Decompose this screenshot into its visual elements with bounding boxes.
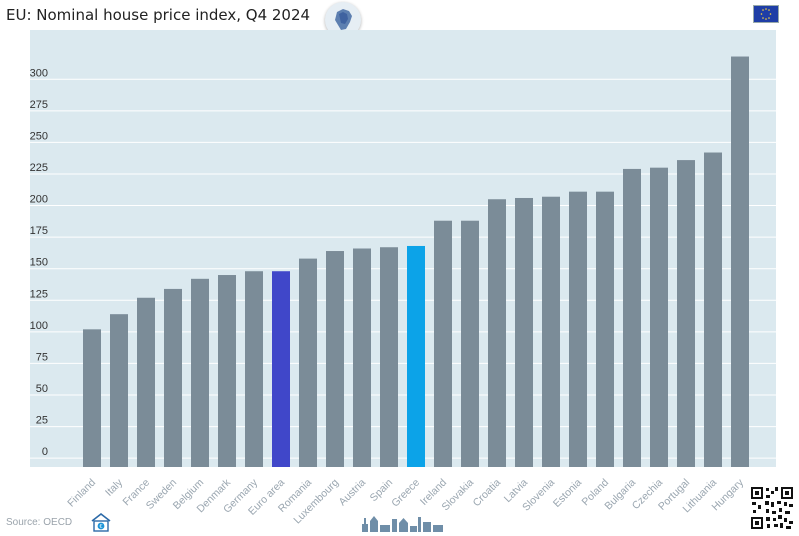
y-tick-label: 200 — [30, 194, 48, 206]
y-tick-label: 150 — [30, 257, 48, 269]
bar-lithuania[interactable] — [704, 152, 722, 467]
bar-denmark[interactable] — [218, 275, 236, 467]
x-tick-label: Croatia — [471, 477, 504, 510]
source-note: Source: OECD — [6, 517, 73, 528]
svg-text:€: € — [99, 524, 102, 530]
y-tick-label: 50 — [36, 383, 48, 395]
y-axis-ticks: 0 25 50 75 100 125 150 175 200 225 250 275 300 — [30, 67, 48, 458]
bar-estonia[interactable] — [569, 191, 587, 467]
bar-greece[interactable] — [407, 245, 425, 467]
x-tick-label: Austria — [337, 477, 369, 509]
bar-romania[interactable] — [299, 258, 317, 467]
bar-sweden[interactable] — [164, 288, 182, 467]
bar-spain[interactable] — [380, 247, 398, 467]
bar-slovakia[interactable] — [461, 220, 479, 467]
bar-france[interactable] — [137, 297, 155, 467]
bars — [83, 56, 749, 468]
bar-slovenia[interactable] — [542, 196, 560, 467]
bar-belgium[interactable] — [191, 278, 209, 467]
y-tick-label: 175 — [30, 225, 48, 237]
eu-flag-icon — [753, 5, 779, 23]
y-tick-label: 300 — [30, 67, 48, 79]
y-tick-label: 275 — [30, 99, 48, 111]
bar-latvia[interactable] — [515, 197, 533, 467]
y-tick-label: 75 — [36, 351, 48, 363]
y-tick-label: 125 — [30, 288, 48, 300]
bar-portugal[interactable] — [677, 160, 695, 467]
bar-finland[interactable] — [83, 329, 101, 467]
bar-ireland[interactable] — [434, 220, 452, 467]
y-tick-label: 225 — [30, 162, 48, 174]
chart-title: EU: Nominal house price index, Q4 2024 — [6, 6, 311, 24]
y-tick-label: 0 — [42, 446, 48, 458]
x-tick-label: Finland — [65, 477, 98, 510]
bar-italy[interactable] — [110, 314, 128, 467]
x-tick-label: Greece — [389, 477, 422, 510]
qr-code-icon[interactable] — [749, 485, 795, 535]
y-tick-label: 250 — [30, 130, 48, 142]
bar-poland[interactable] — [596, 191, 614, 467]
x-tick-label: Estonia — [551, 477, 584, 510]
bar-czechia[interactable] — [650, 167, 668, 467]
bar-euro-area[interactable] — [272, 271, 290, 467]
bar-germany[interactable] — [245, 271, 263, 467]
bar-croatia[interactable] — [488, 199, 506, 467]
bar-bulgaria[interactable] — [623, 168, 641, 467]
x-tick-label: Italy — [103, 476, 126, 499]
bar-hungary[interactable] — [731, 56, 749, 467]
y-tick-label: 100 — [30, 320, 48, 332]
y-tick-label: 25 — [36, 415, 48, 427]
bar-luxembourg[interactable] — [326, 251, 344, 467]
house-euro-icon[interactable]: € — [90, 512, 112, 536]
city-skyline-icon — [360, 514, 446, 536]
bar-austria[interactable] — [353, 248, 371, 468]
